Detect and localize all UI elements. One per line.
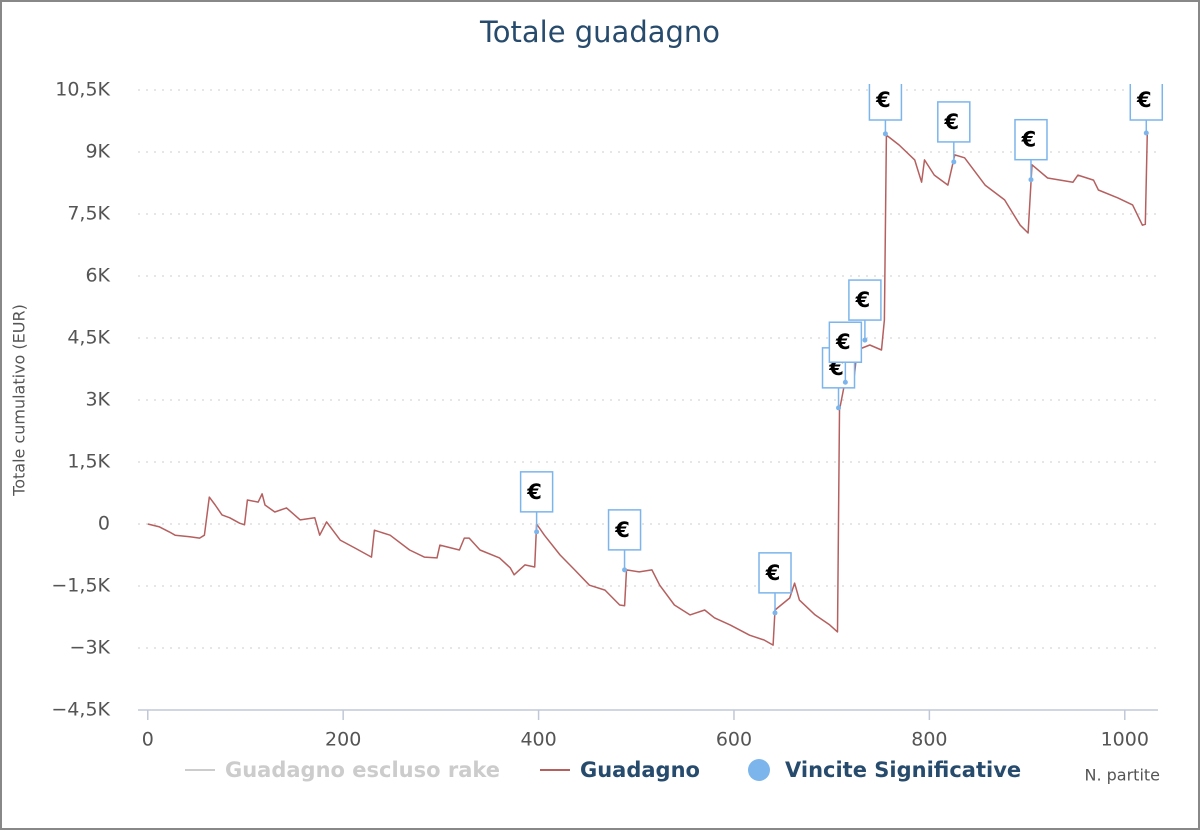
flag-text: € [765,561,781,585]
legend-label[interactable]: Guadagno escluso rake [225,758,500,782]
flag-point [622,567,628,573]
legend-symbol[interactable] [748,759,770,781]
x-tick-label: 600 [716,729,752,751]
flag-point [836,405,842,411]
flag-box [868,84,903,121]
flag-box [828,321,863,363]
flag-text: € [835,330,851,354]
legend-label[interactable]: Vincite Significative [785,758,1021,782]
flag-text: € [1021,128,1037,152]
y-tick-label: 3K [85,389,110,411]
x-tick-label: 0 [142,729,154,751]
y-tick-label: 0 [98,513,110,535]
flag-point [842,379,848,385]
legend-label[interactable]: Guadagno [580,758,700,782]
flag-point [951,159,957,165]
y-tick-label: 9K [85,141,110,163]
flag-box [937,101,971,143]
y-tick-label: 7,5K [67,203,110,225]
x-tick-label: 800 [911,729,947,751]
x-axis-label: N. partite [1084,766,1160,785]
flag-point [862,337,868,343]
flag-box [758,552,792,594]
flag-text: € [875,88,891,112]
flag-text: € [855,288,871,312]
flag-box [519,471,554,513]
y-tick-label: −4,5K [51,699,110,721]
flag-box [1014,118,1048,161]
flag-box [848,279,882,321]
flag-point [1028,177,1034,183]
y-tick-label: 4,5K [67,327,110,349]
y-axis-label: Totale cumulativo (EUR) [10,304,29,497]
flag-text: € [526,480,542,504]
flag-text: € [943,110,959,134]
flag-box [1129,84,1164,121]
flag-point [772,610,778,616]
y-tick-label: −3K [70,637,111,659]
flag-point [882,131,888,137]
chart-title: Totale guadagno [479,15,720,49]
flag-text: € [1136,88,1152,112]
x-tick-label: 1000 [1101,729,1149,751]
flag-text: € [614,518,630,542]
y-tick-label: 1,5K [67,451,110,473]
y-tick-label: −1,5K [51,575,110,597]
flag-point [534,529,540,535]
y-tick-label: 6K [85,265,110,287]
flag-box [607,509,642,551]
x-tick-label: 200 [325,729,361,751]
y-tick-label: 10,5K [55,79,110,101]
plot-area: €€€€€€€€€€ [147,84,1164,646]
grid [138,89,1158,720]
legend[interactable]: Guadagno escluso rake Guadagno Vincite Sig… [185,758,1021,782]
x-tick-label: 400 [520,729,556,751]
flag-point [1143,130,1149,136]
